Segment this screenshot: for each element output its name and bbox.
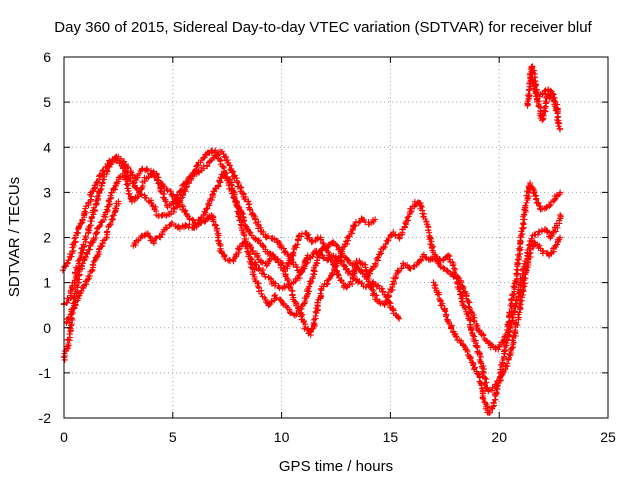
series-track-e	[63, 198, 564, 416]
series-markers	[63, 198, 564, 416]
y-tick-label: 0	[43, 320, 51, 336]
series-markers	[60, 170, 564, 363]
x-tick-label: 25	[600, 429, 616, 445]
y-tick-label: 5	[43, 94, 51, 110]
series-track-c	[60, 170, 564, 363]
series-track-g	[526, 70, 561, 115]
x-tick-label: 0	[60, 429, 68, 445]
series-markers	[130, 212, 564, 395]
x-axis-label: GPS time / hours	[279, 458, 393, 475]
x-tick-label: 20	[491, 429, 507, 445]
y-tick-label: 4	[43, 139, 51, 155]
series-markers	[526, 70, 561, 115]
x-tick-label: 15	[383, 429, 399, 445]
series-track-d	[130, 212, 564, 395]
x-tick-label: 5	[169, 429, 177, 445]
y-tick-label: 1	[43, 275, 51, 291]
y-tick-label: 3	[43, 184, 51, 200]
tick-labels: 0 5 10 15 20 25 -2 -1 0 1 2 3 4 5 6	[39, 49, 616, 445]
x-tick-label: 10	[274, 429, 290, 445]
y-tick-label: 6	[43, 49, 51, 65]
y-tick-label: -2	[39, 410, 52, 426]
y-tick-label: -1	[39, 365, 52, 381]
y-axis-label: SDTVAR / TECUs	[6, 177, 23, 297]
y-tick-label: 2	[43, 230, 51, 246]
chart-title: Day 360 of 2015, Sidereal Day-to-day VTE…	[54, 19, 592, 36]
ticks	[63, 56, 609, 419]
